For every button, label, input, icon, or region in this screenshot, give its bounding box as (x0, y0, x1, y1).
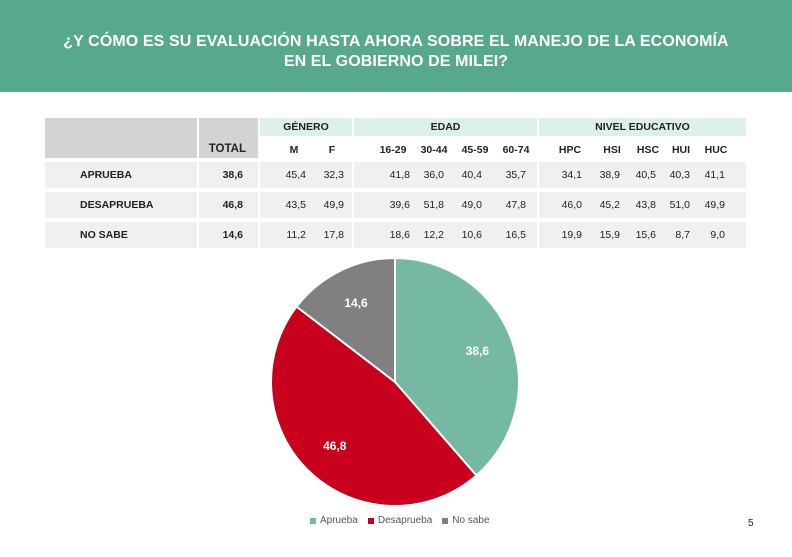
row-total: 38,6 (222, 169, 243, 181)
cell-education: 19,9 (561, 229, 582, 241)
legend-swatch-no-sabe (442, 517, 449, 524)
cell-age: 16,5 (505, 229, 526, 241)
legend-swatch-desaprueba (367, 517, 374, 524)
legend-label: No sabe (452, 515, 490, 526)
cell-gender-m: 45,4 (285, 169, 306, 181)
cell-education: 51,0 (669, 199, 690, 211)
cell-age: 12,2 (423, 229, 444, 241)
row-total: 46,8 (222, 199, 243, 211)
column-header-age: 45-59 (461, 144, 489, 156)
column-header-education: HUI (671, 144, 691, 156)
cell-age: 40,4 (461, 169, 482, 181)
cell-education: 15,6 (635, 229, 656, 241)
cell-age: 49,0 (461, 199, 482, 211)
row-label: DESAPRUEBA (80, 199, 154, 211)
group-header-education: NIVEL EDUCATIVO (595, 121, 690, 133)
pie-slice-no-sabe (295, 256, 396, 385)
legend-swatch-aprueba (310, 517, 316, 524)
cell-education: 43,8 (635, 199, 656, 211)
cell-education: 49,9 (704, 199, 725, 211)
page-title-line-1: ¿Y CÓMO ES SU EVALUACIÓN HASTA AHORA SOB… (63, 33, 729, 50)
cell-gender-m: 11,2 (286, 229, 306, 241)
cell-education: 38,9 (599, 169, 620, 181)
cell-education: 8,7 (675, 229, 690, 241)
row-label: APRUEBA (80, 169, 132, 181)
legend-label: Aprueba (320, 515, 358, 526)
cell-education: 9,0 (710, 229, 725, 241)
legend-label: Desaprueba (377, 515, 433, 526)
cell-gender-f: 17,8 (323, 229, 344, 241)
cell-gender-f: 32,3 (323, 169, 344, 181)
cell-education: 40,5 (635, 169, 656, 181)
page-number: 5 (748, 518, 754, 529)
cell-education: 15,9 (599, 229, 620, 241)
column-header-total: TOTAL (208, 143, 246, 155)
pie-slice-desaprueba (270, 305, 478, 507)
cell-gender-f: 49,9 (323, 199, 344, 211)
cell-age: 51,8 (423, 199, 444, 211)
cell-age: 10,6 (461, 229, 482, 241)
cell-education: 41,1 (704, 169, 725, 181)
row-label: NO SABE (80, 229, 128, 241)
cell-age: 18,6 (389, 229, 410, 241)
results-table-background (45, 118, 746, 248)
group-header-gender: GÉNERO (283, 121, 329, 133)
pie-label-no-sabe: 14,6 (344, 296, 368, 310)
cell-age: 36,0 (423, 169, 444, 181)
page-title-line-2: EN EL GOBIERNO DE MILEI? (283, 53, 509, 70)
column-header-age: 60-74 (502, 144, 530, 156)
legend-item-no-sabe: No sabe (442, 515, 490, 526)
column-header-age: 30-44 (420, 144, 448, 156)
row-total: 14,6 (222, 229, 243, 241)
cell-age: 35,7 (505, 169, 526, 181)
cell-education: 40,3 (669, 169, 690, 181)
column-header-education: HSC (636, 144, 660, 156)
cell-age: 39,6 (389, 199, 410, 211)
column-header-gender: M (289, 144, 299, 156)
pie-label-aprueba: 38,6 (466, 344, 490, 358)
column-header-education: HUC (704, 144, 728, 156)
column-header-education: HSI (603, 144, 621, 156)
column-header-education: HPC (558, 144, 582, 156)
legend-item-aprueba: Aprueba (310, 515, 358, 526)
cell-gender-m: 43,5 (285, 199, 306, 211)
cell-age: 41,8 (389, 169, 410, 181)
cell-education: 34,1 (561, 169, 582, 181)
cell-education: 46,0 (561, 199, 582, 211)
column-header-age: 16-29 (379, 144, 407, 156)
column-header-gender: F (328, 144, 336, 156)
group-header-age: EDAD (430, 121, 461, 133)
cell-age: 47,8 (505, 199, 526, 211)
cell-education: 45,2 (599, 199, 620, 211)
pie-label-desaprueba: 46,8 (323, 439, 347, 453)
legend-item-desaprueba: Desaprueba (367, 515, 433, 526)
title-banner: ¿Y CÓMO ES SU EVALUACIÓN HASTA AHORA SOB… (0, 0, 792, 92)
chart-legend: Aprueba Desaprueba No sabe (310, 515, 490, 526)
pie-slice-aprueba (394, 256, 520, 477)
